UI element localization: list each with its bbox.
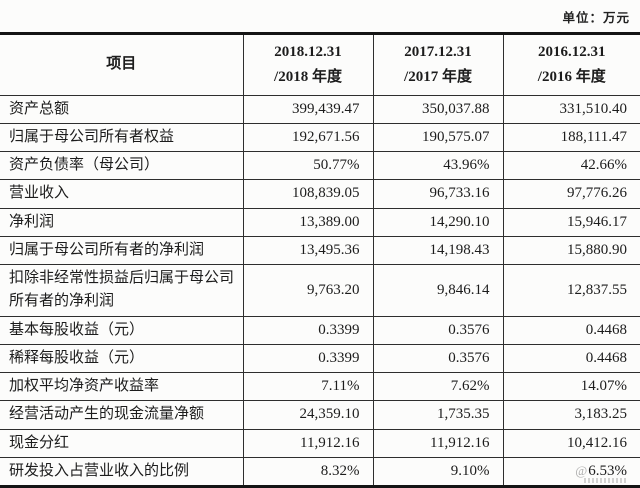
header-period-date: 2016.12.31	[504, 40, 640, 65]
row-label: 研发投入占营业收入的比例	[0, 457, 243, 486]
row-value: 350,037.88	[373, 95, 503, 123]
header-period-year: /2018 年度	[244, 65, 373, 90]
row-label: 稀释每股收益（元）	[0, 344, 243, 372]
row-value: 11,912.16	[373, 429, 503, 457]
header-period-cell: 2017.12.31/2017 年度	[373, 34, 503, 96]
row-value: 7.11%	[243, 373, 373, 401]
row-value: 0.3576	[373, 316, 503, 344]
row-value: 108,839.05	[243, 180, 373, 208]
row-label: 现金分红	[0, 429, 243, 457]
row-value: 399,439.47	[243, 95, 373, 123]
row-label: 扣除非经常性损益后归属于母公司所有者的净利润	[0, 265, 243, 317]
row-value: 42.66%	[503, 152, 640, 180]
row-value: 15,880.90	[503, 236, 640, 264]
row-value: 13,495.36	[243, 236, 373, 264]
row-value: 7.62%	[373, 373, 503, 401]
row-value: 43.96%	[373, 152, 503, 180]
row-value: 331,510.40	[503, 95, 640, 123]
row-label: 归属于母公司所有者权益	[0, 123, 243, 151]
header-period-cell: 2018.12.31/2018 年度	[243, 34, 373, 96]
row-value: 12,837.55	[503, 265, 640, 317]
header-period-year: /2017 年度	[374, 65, 503, 90]
row-label: 归属于母公司所有者的净利润	[0, 236, 243, 264]
row-value: 0.3576	[373, 344, 503, 372]
row-value: 190,575.07	[373, 123, 503, 151]
row-label: 净利润	[0, 208, 243, 236]
row-value-text: 6.53%	[588, 463, 627, 479]
row-value: 3,183.25	[503, 401, 640, 429]
row-label: 经营活动产生的现金流量净额	[0, 401, 243, 429]
row-value: 50.77%	[243, 152, 373, 180]
row-value: 14.07%	[503, 373, 640, 401]
watermark: @	[575, 463, 587, 478]
row-value: 15,946.17	[503, 208, 640, 236]
row-label: 营业收入	[0, 180, 243, 208]
row-value: 13,389.00	[243, 208, 373, 236]
header-period-date: 2018.12.31	[244, 40, 373, 65]
row-label: 资产负债率（母公司）	[0, 152, 243, 180]
row-value: 24,359.10	[243, 401, 373, 429]
row-value: 0.4468	[503, 316, 640, 344]
header-period-year: /2016 年度	[504, 65, 640, 90]
header-item-cell: 项目	[0, 34, 243, 96]
header-period-date: 2017.12.31	[374, 40, 503, 65]
row-value: 0.3399	[243, 344, 373, 372]
row-value: 97,776.26	[503, 180, 640, 208]
row-label: 加权平均净资产收益率	[0, 373, 243, 401]
row-value: 11,912.16	[243, 429, 373, 457]
unit-label: 单位：万元	[562, 7, 630, 26]
row-value: @6.53%	[503, 457, 640, 486]
row-value: 9,763.20	[243, 265, 373, 317]
row-value: 8.32%	[243, 457, 373, 486]
document-page: { "unit_label": "单位：万元", "table": { "hea…	[0, 0, 640, 468]
row-label: 基本每股收益（元）	[0, 316, 243, 344]
table-row: 资产负债率（母公司）50.77%43.96%42.66%	[0, 152, 640, 180]
row-value: 188,111.47	[503, 123, 640, 151]
header-period-cell: 2016.12.31/2016 年度	[503, 34, 640, 96]
row-value: 96,733.16	[373, 180, 503, 208]
row-value: 192,671.56	[243, 123, 373, 151]
row-value: 0.3399	[243, 316, 373, 344]
row-value: 14,198.43	[373, 236, 503, 264]
row-label: 资产总额	[0, 95, 243, 123]
row-value: 1,735.35	[373, 401, 503, 429]
row-value: 9.10%	[373, 457, 503, 486]
row-value: 10,412.16	[503, 429, 640, 457]
row-value: 0.4468	[503, 344, 640, 372]
row-value: 9,846.14	[373, 265, 503, 317]
row-value: 14,290.10	[373, 208, 503, 236]
